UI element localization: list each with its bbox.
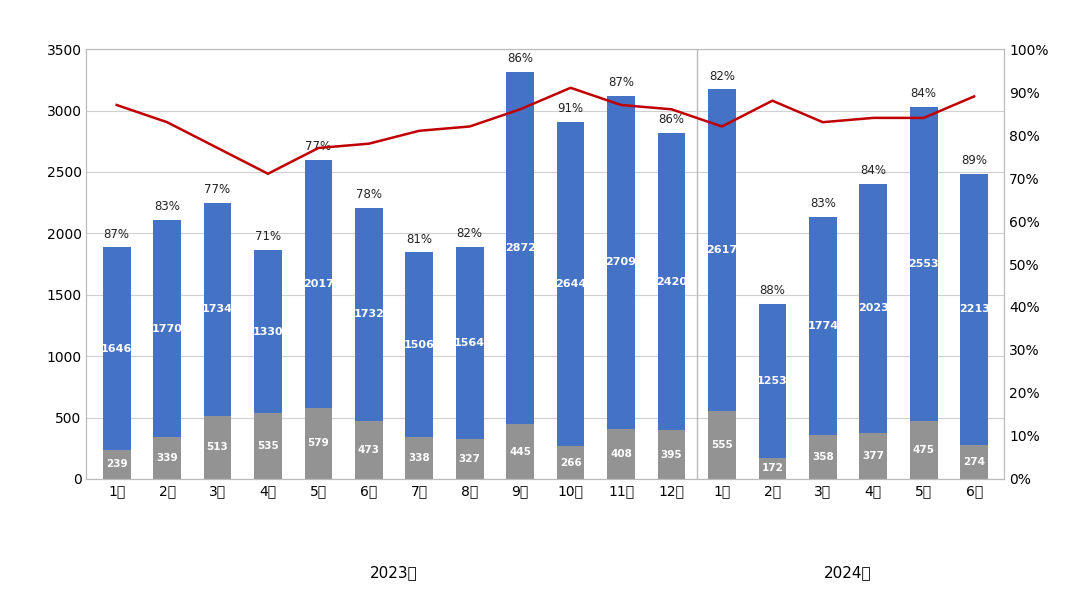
- Bar: [809, 217, 837, 435]
- Text: 86%: 86%: [659, 114, 685, 126]
- Bar: [254, 250, 282, 413]
- Bar: [860, 433, 887, 479]
- Text: 327: 327: [459, 454, 481, 464]
- Bar: [153, 437, 181, 479]
- Text: 91%: 91%: [557, 102, 583, 115]
- Text: 1564: 1564: [455, 338, 485, 348]
- Bar: [305, 160, 333, 408]
- Text: 2024年: 2024年: [824, 565, 872, 580]
- Bar: [758, 458, 786, 479]
- Text: 2213: 2213: [959, 305, 989, 314]
- Bar: [658, 133, 686, 430]
- Text: 266: 266: [559, 457, 581, 468]
- Text: 88%: 88%: [759, 284, 785, 297]
- Bar: [909, 421, 937, 479]
- Text: 1734: 1734: [202, 305, 233, 314]
- Bar: [153, 220, 181, 437]
- Text: 1330: 1330: [253, 327, 283, 336]
- Text: 1253: 1253: [757, 376, 787, 386]
- Text: 2709: 2709: [606, 257, 636, 268]
- Text: 2872: 2872: [504, 243, 536, 253]
- Text: 2617: 2617: [706, 245, 738, 255]
- Bar: [305, 408, 333, 479]
- Text: 2023: 2023: [858, 303, 889, 313]
- Text: 89%: 89%: [961, 154, 987, 167]
- Text: 1646: 1646: [100, 343, 133, 354]
- Bar: [507, 72, 534, 424]
- Text: 84%: 84%: [910, 87, 936, 100]
- Text: 274: 274: [963, 457, 985, 467]
- Bar: [607, 429, 635, 479]
- Text: 86%: 86%: [508, 52, 534, 65]
- Bar: [708, 90, 735, 411]
- Bar: [658, 430, 686, 479]
- Text: 1732: 1732: [353, 309, 384, 319]
- Text: 1770: 1770: [151, 324, 183, 333]
- Bar: [456, 439, 484, 479]
- Text: 377: 377: [862, 451, 885, 460]
- Bar: [204, 203, 231, 416]
- Bar: [355, 208, 382, 421]
- Text: 358: 358: [812, 452, 834, 462]
- Text: 81%: 81%: [406, 233, 432, 246]
- Text: 77%: 77%: [306, 141, 332, 154]
- Bar: [708, 411, 735, 479]
- Text: 84%: 84%: [861, 165, 887, 177]
- Text: 1774: 1774: [807, 321, 838, 331]
- Text: 2644: 2644: [555, 279, 586, 289]
- Bar: [960, 445, 988, 479]
- Bar: [405, 252, 433, 437]
- Text: 2017: 2017: [303, 279, 334, 289]
- Bar: [103, 247, 131, 449]
- Text: 87%: 87%: [104, 228, 130, 241]
- Legend: 2G/3G, 4G, 5G, 5G手机占比: 2G/3G, 4G, 5G, 5G手机占比: [379, 610, 712, 614]
- Bar: [809, 435, 837, 479]
- Text: 395: 395: [661, 449, 683, 460]
- Bar: [607, 96, 635, 429]
- Bar: [860, 184, 887, 433]
- Bar: [103, 449, 131, 479]
- Text: 172: 172: [761, 464, 783, 473]
- Bar: [254, 413, 282, 479]
- Text: 1506: 1506: [404, 340, 435, 350]
- Text: 77%: 77%: [204, 183, 231, 196]
- Bar: [960, 174, 988, 445]
- Bar: [456, 247, 484, 439]
- Bar: [204, 416, 231, 479]
- Bar: [758, 304, 786, 458]
- Text: 2553: 2553: [908, 259, 939, 269]
- Text: 82%: 82%: [457, 227, 483, 240]
- Text: 2023年: 2023年: [370, 565, 418, 580]
- Text: 475: 475: [913, 445, 934, 455]
- Text: 71%: 71%: [255, 230, 281, 243]
- Bar: [355, 421, 382, 479]
- Text: 535: 535: [257, 441, 279, 451]
- Text: 555: 555: [711, 440, 733, 450]
- Text: 83%: 83%: [154, 200, 180, 213]
- Text: 445: 445: [509, 446, 531, 457]
- Bar: [405, 437, 433, 479]
- Bar: [507, 424, 534, 479]
- Text: 83%: 83%: [810, 197, 836, 211]
- Bar: [557, 446, 584, 479]
- Bar: [557, 122, 584, 446]
- Text: 78%: 78%: [356, 188, 382, 201]
- Text: 87%: 87%: [608, 76, 634, 90]
- Text: 473: 473: [357, 445, 380, 455]
- Text: 338: 338: [408, 453, 430, 463]
- Text: 82%: 82%: [708, 69, 734, 83]
- Text: 513: 513: [206, 443, 228, 453]
- Text: 408: 408: [610, 449, 632, 459]
- Text: 339: 339: [157, 453, 178, 463]
- Text: 2420: 2420: [656, 277, 687, 287]
- Text: 579: 579: [308, 438, 329, 448]
- Bar: [909, 107, 937, 421]
- Text: 239: 239: [106, 459, 127, 469]
